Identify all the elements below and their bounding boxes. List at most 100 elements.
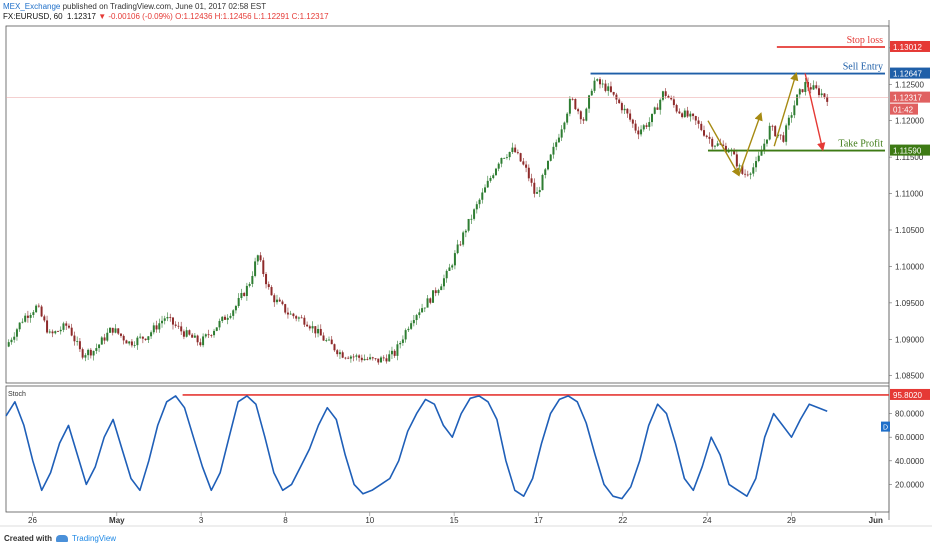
candle-body bbox=[13, 336, 16, 340]
candle-body bbox=[741, 165, 744, 174]
candle-body bbox=[505, 157, 508, 158]
tradingview-link[interactable]: TradingView bbox=[72, 534, 117, 543]
candle-body bbox=[306, 324, 309, 327]
candle-body bbox=[87, 349, 90, 356]
candle-body bbox=[109, 327, 112, 333]
candle-body bbox=[607, 86, 610, 91]
candle-body bbox=[467, 218, 470, 231]
candle-body bbox=[78, 341, 81, 350]
candle-body bbox=[363, 358, 366, 361]
candle-body bbox=[689, 113, 692, 117]
candle-body bbox=[451, 265, 454, 268]
take-profit-label: Take Profit bbox=[838, 139, 883, 150]
candle-body bbox=[421, 308, 424, 313]
candle-body bbox=[73, 335, 76, 342]
candle-body bbox=[366, 358, 369, 360]
candle-body bbox=[360, 357, 363, 361]
candle-body bbox=[57, 331, 60, 332]
candle-body bbox=[59, 329, 62, 332]
candle-body bbox=[65, 323, 68, 326]
candle-body bbox=[623, 108, 626, 111]
candle-body bbox=[432, 290, 435, 303]
candle-body bbox=[54, 331, 57, 334]
candle-body bbox=[796, 94, 799, 106]
time-tick-label: 26 bbox=[28, 516, 37, 525]
candle-body bbox=[757, 155, 760, 162]
last-price-tag bbox=[890, 91, 930, 103]
candle-body bbox=[541, 174, 544, 191]
candle-body bbox=[771, 125, 774, 127]
candle-body bbox=[292, 313, 295, 317]
candle-body bbox=[809, 87, 812, 90]
candle-body bbox=[281, 301, 284, 305]
candle-body bbox=[768, 125, 771, 140]
candle-body bbox=[128, 341, 131, 344]
candle-body bbox=[820, 93, 823, 96]
candle-body bbox=[713, 145, 716, 147]
candle-body bbox=[130, 341, 133, 346]
candle-body bbox=[26, 315, 29, 318]
candle-body bbox=[265, 274, 268, 285]
candle-body bbox=[538, 190, 541, 193]
price-tick-label: 1.10500 bbox=[895, 226, 924, 235]
zigzag-arrow bbox=[773, 72, 799, 147]
publisher-link[interactable]: MEX_Exchange bbox=[3, 2, 61, 11]
take-profit-price-tag bbox=[890, 144, 930, 156]
candle-body bbox=[393, 350, 396, 356]
time-tick-label: 29 bbox=[787, 516, 796, 525]
candle-body bbox=[51, 331, 54, 334]
candle-body bbox=[475, 204, 478, 210]
candle-body bbox=[700, 123, 703, 131]
candle-body bbox=[289, 313, 292, 315]
candle-body bbox=[171, 317, 174, 325]
candle-body bbox=[470, 218, 473, 220]
candle-body bbox=[202, 336, 205, 346]
candle-body bbox=[163, 318, 166, 321]
candle-body bbox=[29, 314, 32, 318]
candle-body bbox=[735, 154, 738, 167]
candle-body bbox=[119, 333, 122, 336]
zigzag-arrow bbox=[707, 120, 740, 177]
candle-body bbox=[314, 326, 317, 334]
stoch-marker-tag bbox=[881, 421, 890, 432]
sell-entry-price-label: 1.12647 bbox=[893, 70, 922, 79]
candle-body bbox=[341, 352, 344, 358]
stoch-tick-label: 80.0000 bbox=[895, 410, 924, 419]
candle-body bbox=[612, 91, 615, 95]
candle-body bbox=[752, 167, 755, 174]
footer: Created with TradingView bbox=[4, 534, 116, 543]
candle-body bbox=[275, 299, 278, 303]
candle-body bbox=[385, 358, 388, 362]
candle-body bbox=[434, 290, 437, 294]
candle-body bbox=[787, 117, 790, 126]
candle-body bbox=[645, 125, 648, 127]
candle-body bbox=[601, 83, 604, 85]
stoch-tick-label: 20.0000 bbox=[895, 480, 924, 489]
candle-body bbox=[278, 299, 281, 302]
candle-body bbox=[355, 355, 358, 357]
candle-body bbox=[308, 326, 311, 329]
candle-body bbox=[765, 139, 768, 144]
candle-body bbox=[533, 182, 536, 194]
candle-body bbox=[429, 298, 432, 303]
candle-body bbox=[629, 113, 632, 120]
candle-body bbox=[651, 113, 654, 123]
candle-body bbox=[711, 138, 714, 147]
zigzag-arrow bbox=[804, 73, 826, 152]
candle-body bbox=[412, 320, 415, 324]
candle-body bbox=[453, 253, 456, 266]
candles bbox=[7, 77, 829, 365]
candle-body bbox=[336, 350, 339, 355]
candle-body bbox=[297, 317, 300, 319]
candle-body bbox=[634, 123, 637, 131]
candle-body bbox=[579, 111, 582, 120]
candle-body bbox=[812, 85, 815, 90]
candle-body bbox=[596, 79, 599, 81]
candle-body bbox=[511, 147, 514, 153]
candle-body bbox=[473, 209, 476, 219]
candle-body bbox=[122, 335, 125, 341]
candle-body bbox=[240, 292, 243, 299]
countdown-tag bbox=[890, 103, 918, 115]
stop-loss-price-tag bbox=[890, 40, 930, 52]
